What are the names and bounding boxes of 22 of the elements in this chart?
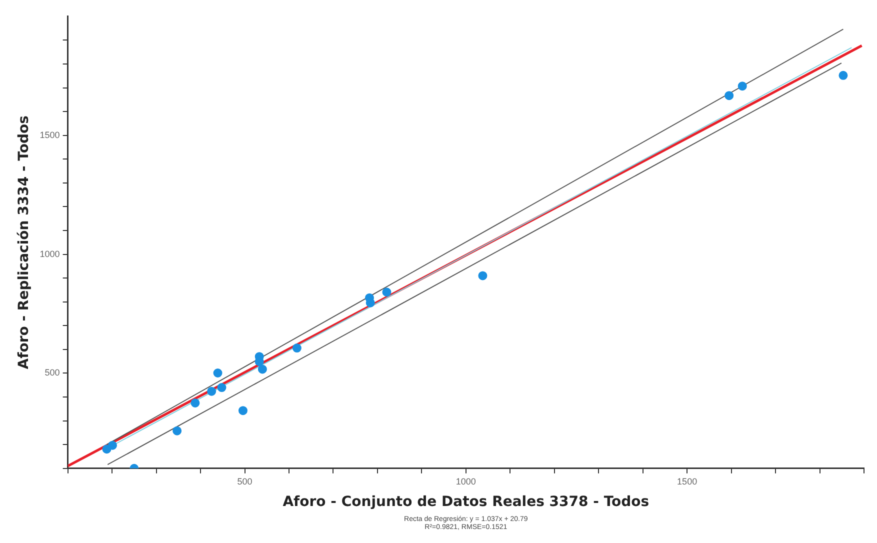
y-tick-label: 500 [44, 368, 60, 378]
x-tick-label: 1500 [677, 476, 698, 486]
point [258, 364, 267, 374]
point [738, 82, 747, 91]
point [478, 271, 488, 280]
x-axis-title: Aforo - Conjunto de Datos Reales 3378 - Todos [282, 494, 650, 510]
point [172, 426, 182, 436]
point [724, 91, 734, 100]
point [217, 383, 226, 392]
y-axis-title: Aforo - Replicación 3334 - Todos [16, 116, 32, 370]
y-tick-label: 1500 [40, 130, 60, 140]
point [190, 398, 200, 408]
x-tick-label: 500 [237, 476, 252, 486]
y-tick-label: 1000 [40, 248, 60, 259]
point [838, 70, 848, 80]
point [238, 406, 248, 416]
point [207, 386, 216, 396]
point [292, 344, 302, 353]
x-tick-label: 1000 [456, 476, 476, 486]
point [108, 440, 117, 450]
point [382, 288, 392, 297]
point [213, 368, 222, 378]
